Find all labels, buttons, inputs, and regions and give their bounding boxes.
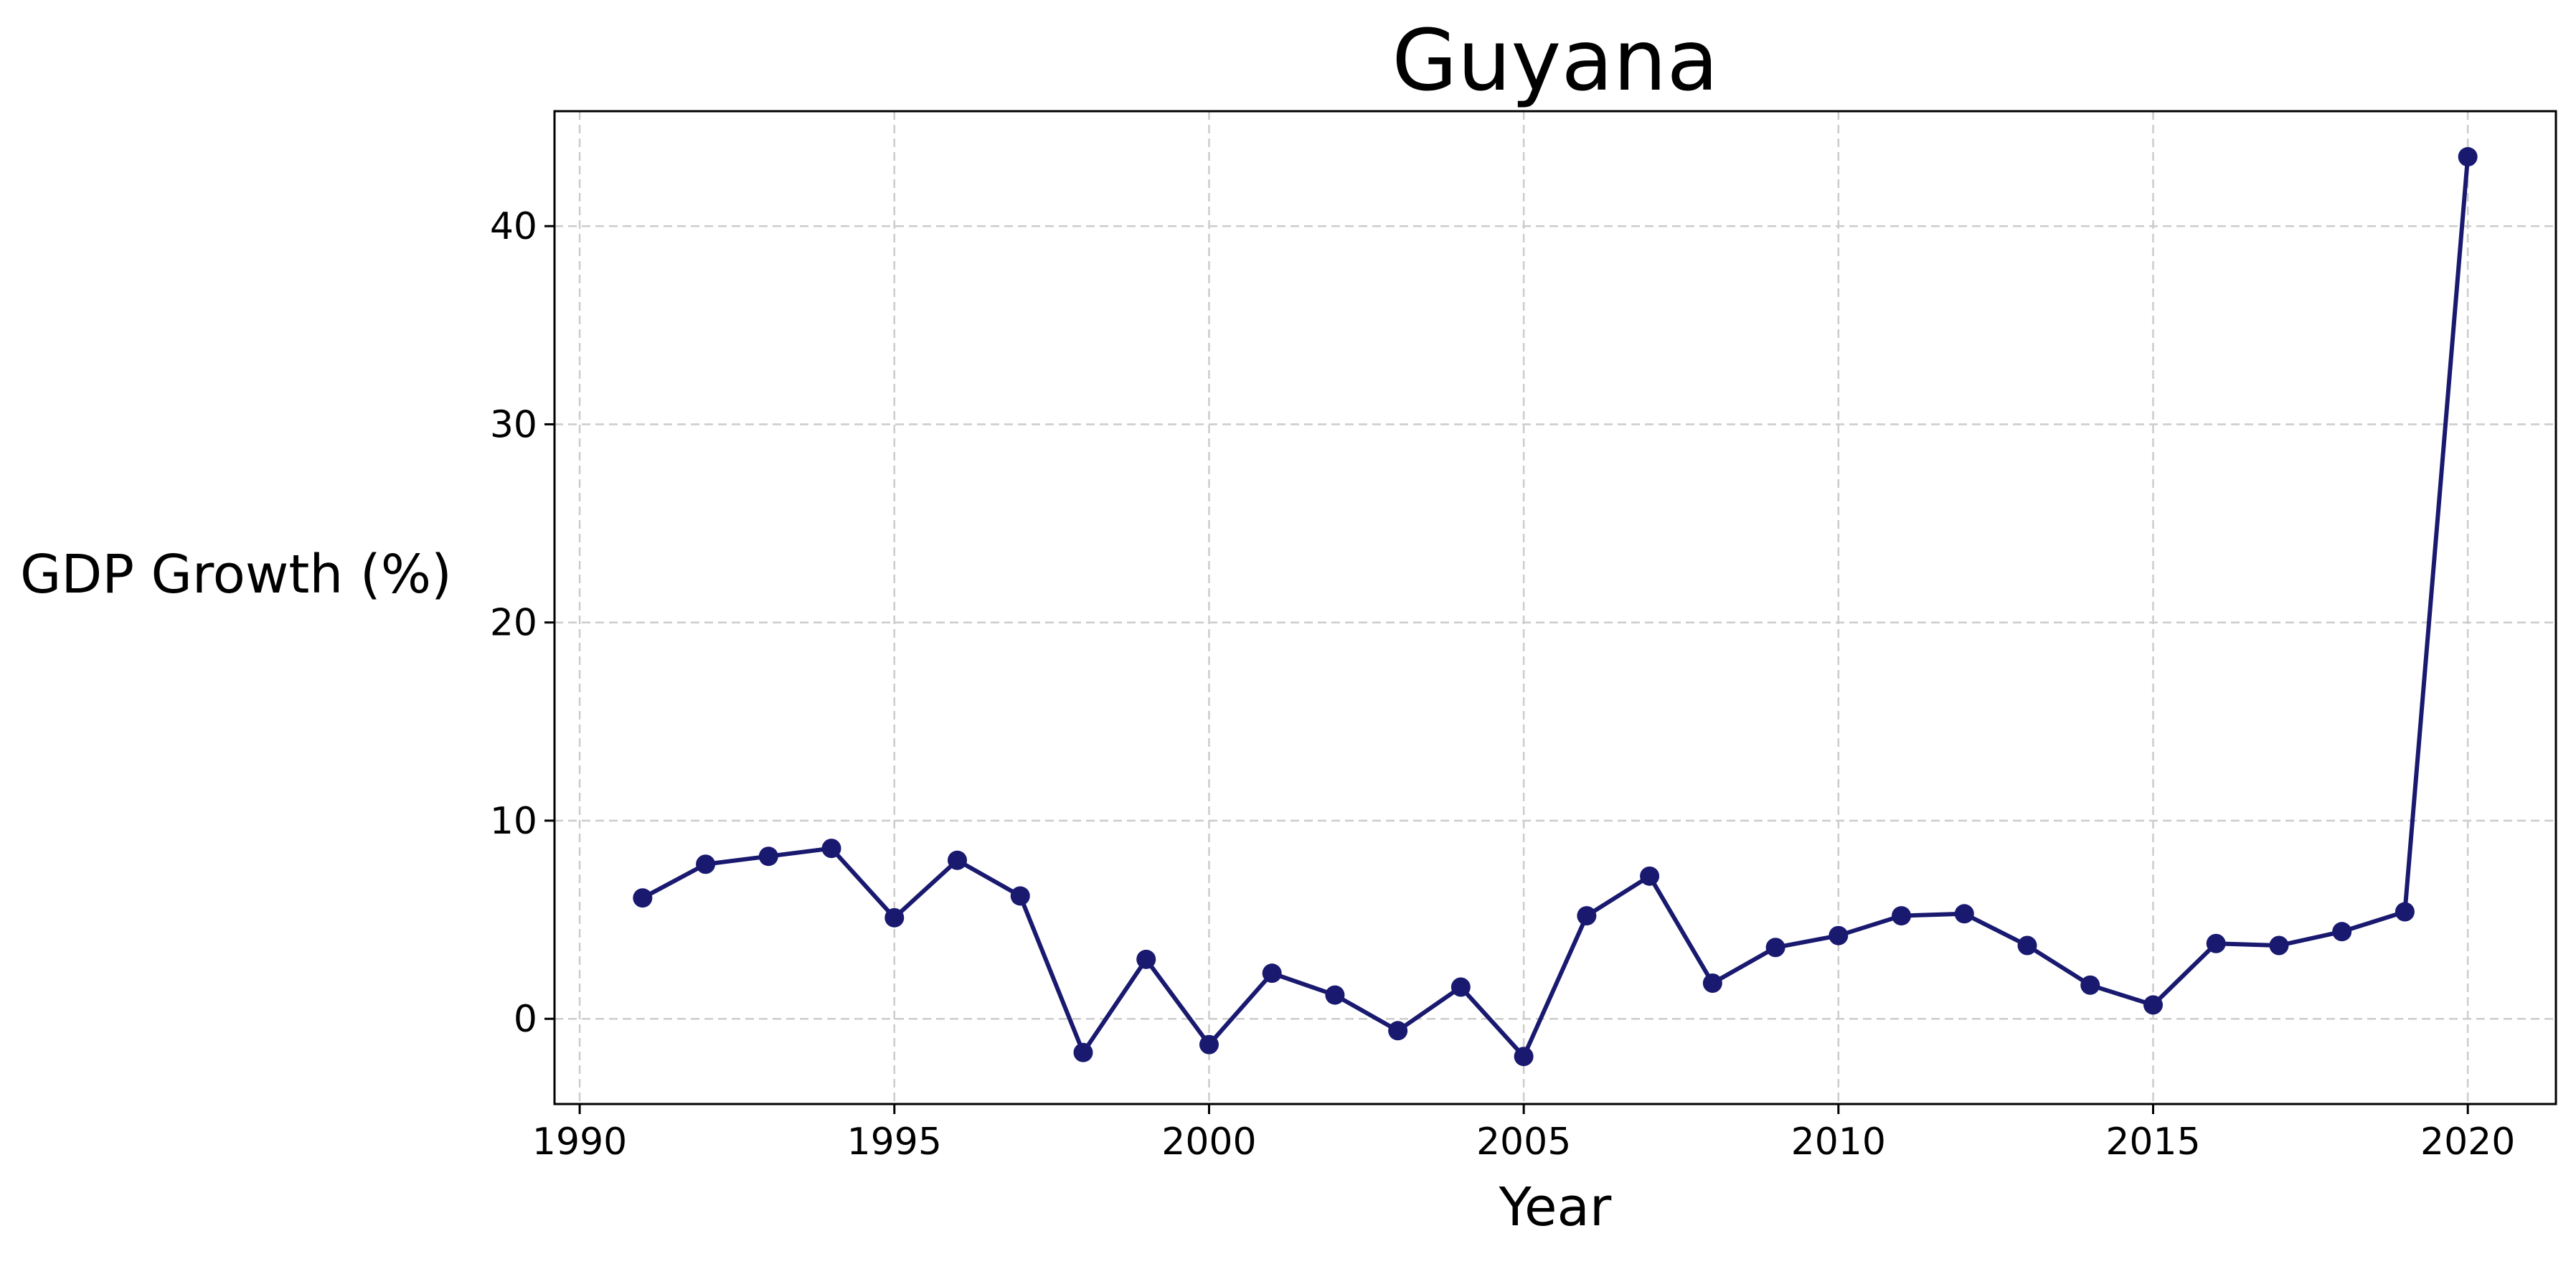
data-point <box>1892 906 1912 926</box>
data-point <box>758 846 778 867</box>
data-point <box>2206 933 2226 953</box>
grid-lines <box>555 111 2556 1104</box>
data-point <box>1388 1021 1408 1041</box>
series-line <box>641 156 2471 1059</box>
x-tick-label: 1990 <box>532 1121 627 1164</box>
data-point <box>1829 925 1849 945</box>
data-point <box>884 907 905 928</box>
x-axis-label: Year <box>1499 1176 1612 1238</box>
x-tick-label: 2010 <box>1791 1121 1886 1164</box>
series-layer <box>633 147 2478 1067</box>
y-tick-label: 0 <box>514 998 537 1041</box>
data-point <box>2017 935 2037 956</box>
x-tick-label: 1995 <box>847 1121 942 1164</box>
y-axis-label: GDP Growth (%) <box>20 544 452 605</box>
data-point <box>2269 935 2289 956</box>
data-point <box>2332 922 2352 942</box>
tick-layer: 1990 1995 2000 2005 2010 2015 2020 0 10 20 30 40 <box>490 205 2516 1164</box>
data-point <box>1765 938 1785 958</box>
data-point <box>1702 973 1722 993</box>
data-point <box>1954 904 1974 924</box>
data-point <box>1325 985 1345 1005</box>
data-point <box>1073 1042 1093 1062</box>
chart-title: Guyana <box>1392 11 1718 110</box>
data-point <box>2143 995 2163 1015</box>
x-tick-label: 2000 <box>1161 1121 1256 1164</box>
x-tick-label: 2015 <box>2105 1121 2200 1164</box>
data-point <box>1640 866 1660 886</box>
data-point <box>1136 949 1156 969</box>
data-point <box>1577 906 1597 926</box>
data-point <box>948 850 968 870</box>
x-tick-label: 2020 <box>2420 1121 2515 1164</box>
data-point <box>1010 886 1030 906</box>
data-point <box>696 854 716 874</box>
data-point <box>1199 1034 1219 1055</box>
y-tick-label: 20 <box>490 602 537 645</box>
data-point <box>1514 1047 1534 1067</box>
data-point <box>2395 902 2415 922</box>
data-point <box>2080 975 2100 995</box>
data-point <box>821 839 841 859</box>
plot-frame <box>553 110 2557 1105</box>
data-point <box>1450 977 1471 997</box>
y-tick-label: 40 <box>490 205 537 248</box>
x-tick-label: 2005 <box>1476 1121 1571 1164</box>
data-point <box>633 888 653 908</box>
y-tick-label: 30 <box>490 403 537 446</box>
data-point <box>1262 963 1282 984</box>
data-point <box>2458 147 2478 167</box>
y-tick-label: 10 <box>490 800 537 843</box>
